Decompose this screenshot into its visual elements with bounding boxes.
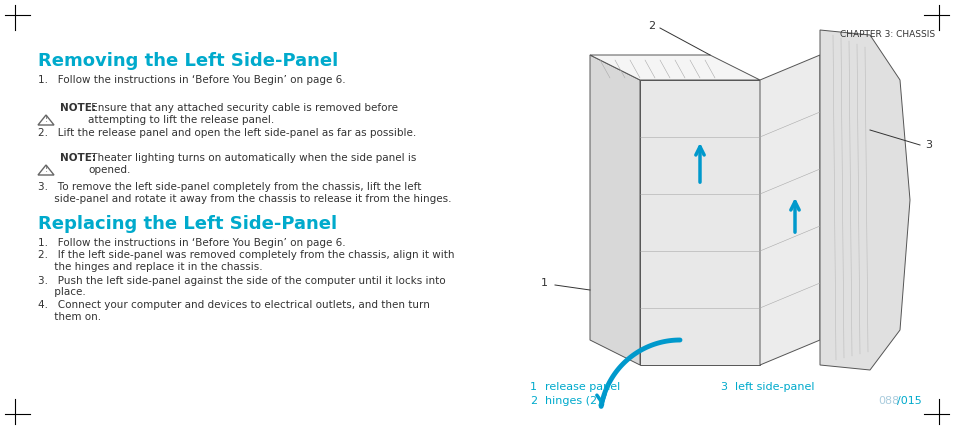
Text: 3: 3: [924, 140, 931, 150]
Polygon shape: [820, 30, 909, 370]
Text: 2.   If the left side-panel was removed completely from the chassis, align it wi: 2. If the left side-panel was removed co…: [38, 251, 454, 272]
Text: !: !: [45, 115, 48, 124]
Text: /015: /015: [896, 396, 921, 406]
Text: 4.   Connect your computer and devices to electrical outlets, and then turn
    : 4. Connect your computer and devices to …: [38, 300, 430, 322]
Polygon shape: [639, 80, 760, 365]
Text: 1: 1: [540, 278, 547, 288]
Text: 2.   Lift the release panel and open the left side-panel as far as possible.: 2. Lift the release panel and open the l…: [38, 128, 416, 138]
Text: CHAPTER 3: CHASSIS: CHAPTER 3: CHASSIS: [839, 30, 934, 39]
Text: NOTE:: NOTE:: [60, 103, 96, 113]
Text: 1: 1: [530, 382, 537, 392]
Text: 3.   To remove the left side-panel completely from the chassis, lift the left
  : 3. To remove the left side-panel complet…: [38, 182, 451, 204]
Text: Replacing the Left Side-Panel: Replacing the Left Side-Panel: [38, 215, 336, 233]
Text: 2: 2: [530, 396, 537, 406]
Text: !: !: [45, 166, 48, 175]
Text: 1.   Follow the instructions in ‘Before You Begin’ on page 6.: 1. Follow the instructions in ‘Before Yo…: [38, 75, 345, 85]
Text: 3.   Push the left side-panel against the side of the computer until it locks in: 3. Push the left side-panel against the …: [38, 275, 445, 297]
Text: 2: 2: [647, 21, 655, 31]
Text: NOTE:: NOTE:: [60, 153, 96, 163]
Polygon shape: [589, 55, 639, 365]
Text: Theater lighting turns on automatically when the side panel is
opened.: Theater lighting turns on automatically …: [88, 153, 416, 175]
Polygon shape: [589, 55, 760, 80]
Text: 1.   Follow the instructions in ‘Before You Begin’ on page 6.: 1. Follow the instructions in ‘Before Yo…: [38, 238, 345, 248]
Polygon shape: [760, 55, 820, 365]
Text: left side-panel: left side-panel: [734, 382, 814, 392]
Text: Ensure that any attached security cable is removed before
attempting to lift the: Ensure that any attached security cable …: [88, 103, 397, 124]
Text: 3: 3: [720, 382, 726, 392]
Text: Removing the Left Side-Panel: Removing the Left Side-Panel: [38, 52, 338, 70]
Text: release panel: release panel: [544, 382, 619, 392]
Text: hinges (2): hinges (2): [544, 396, 601, 406]
Text: 088: 088: [877, 396, 899, 406]
